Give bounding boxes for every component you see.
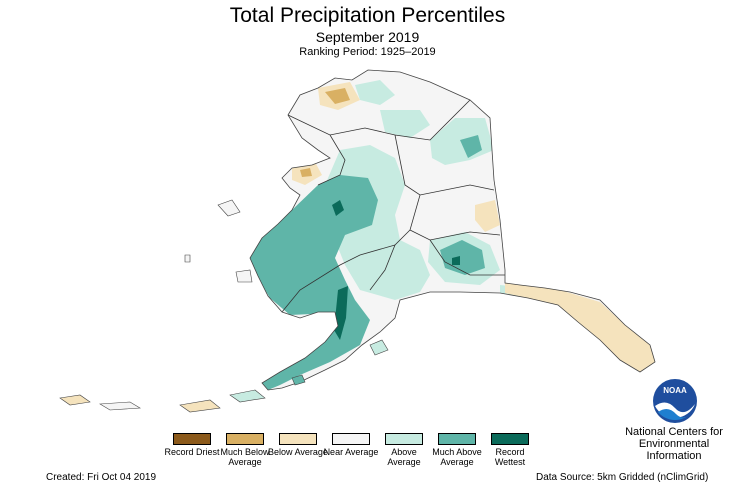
legend-label-much-above: Much Above Average [432, 447, 482, 467]
map-title: Total Precipitation Percentiles [229, 4, 506, 27]
data-source: Data Source: 5km Gridded (nClimGrid) [536, 472, 709, 483]
legend-label-much-below: Much Below Average [220, 447, 270, 467]
legend-swatch-above [385, 433, 423, 445]
ranking-period: Ranking Period: 1925–2019 [299, 46, 436, 58]
org-name: National Centers for Environmental Infor… [625, 426, 723, 462]
climate-division-lines [281, 99, 505, 313]
precip-anomaly-fills [250, 80, 655, 390]
legend-label-record-driest: Record Driest [164, 447, 220, 457]
noaa-logo-text: NOAA [663, 386, 687, 395]
legend-swatch-record-driest [173, 433, 211, 445]
legend-label-below: Below Average [268, 447, 328, 457]
legend-label-record-wettest: Record Wettest [494, 447, 526, 467]
legend-swatch-near [332, 433, 370, 445]
legend-swatch-record-wettest [491, 433, 529, 445]
created-date: Created: Fri Oct 04 2019 [46, 472, 157, 483]
noaa-logo: NOAA [653, 379, 697, 423]
legend-label-near: Near Average [323, 447, 379, 457]
islands [59, 199, 389, 413]
alaska-outline [249, 69, 656, 391]
legend-swatch-much-above [438, 433, 476, 445]
map-subtitle: September 2019 [315, 29, 420, 45]
legend-swatch-much-below [226, 433, 264, 445]
alaska-map [59, 69, 656, 413]
legend-label-above: Above Average [387, 447, 421, 467]
legend-swatch-below [279, 433, 317, 445]
